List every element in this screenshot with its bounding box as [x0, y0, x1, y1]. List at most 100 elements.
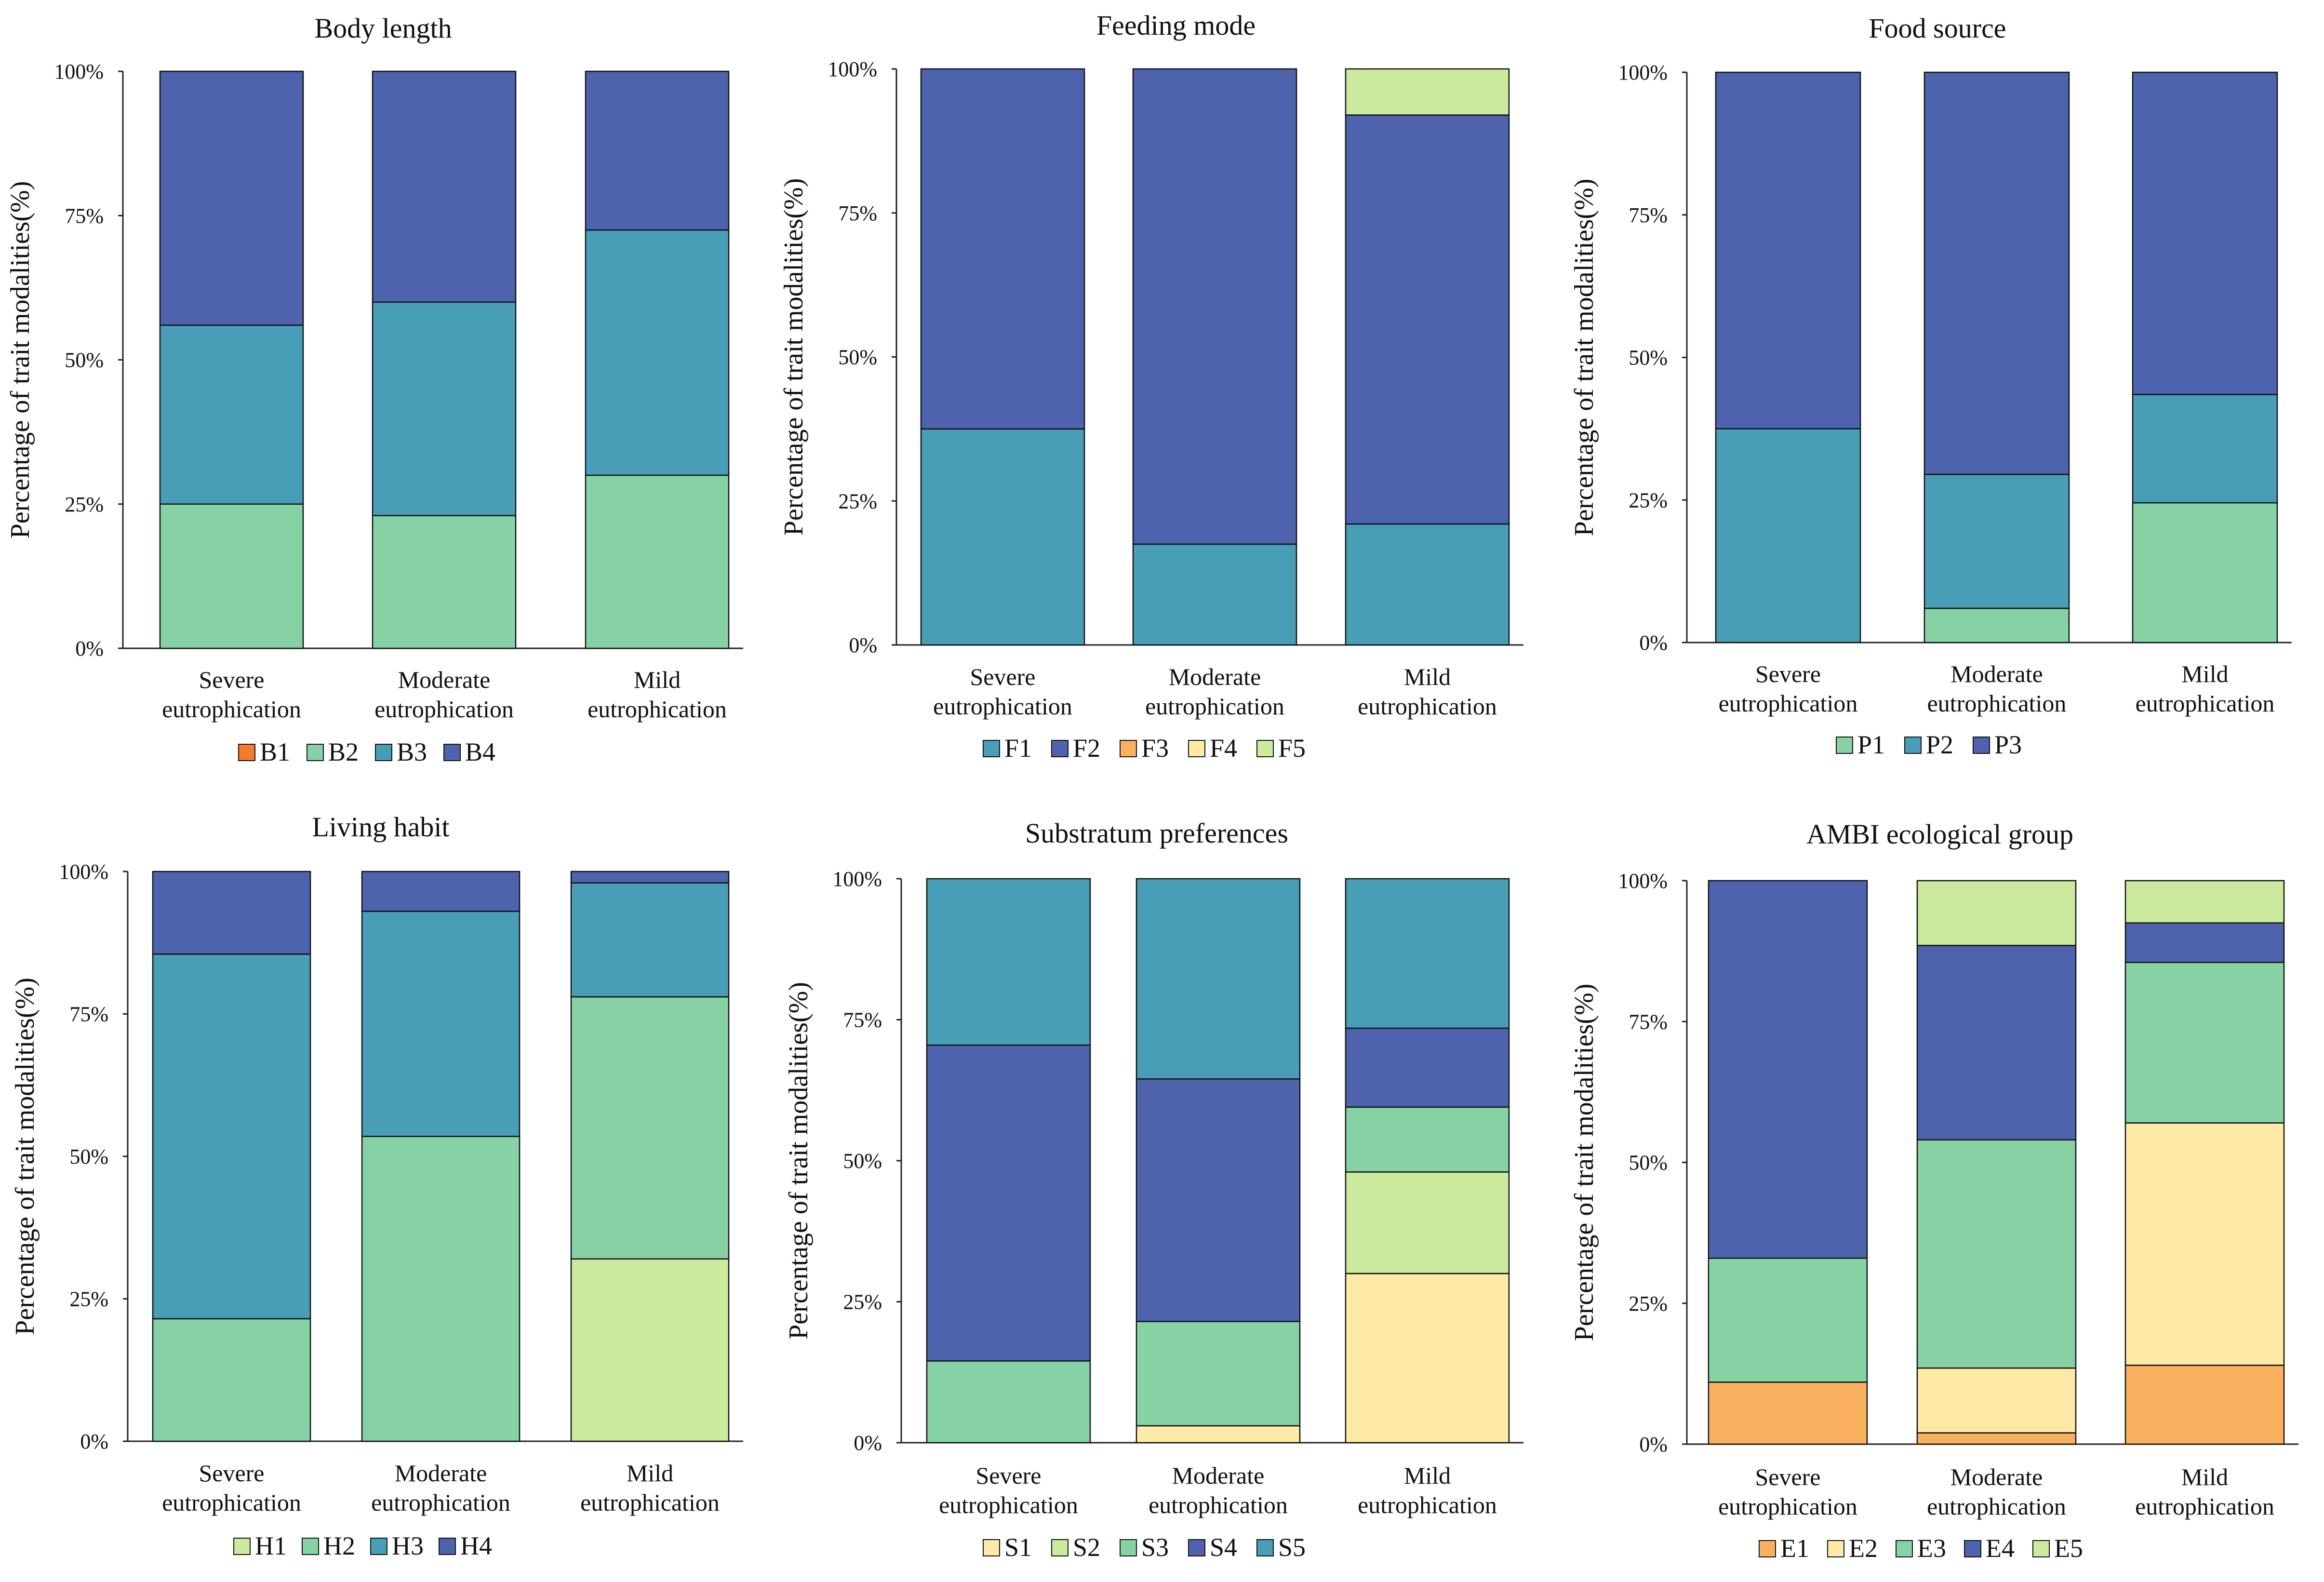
legend-label-b1: B1 — [260, 737, 290, 766]
y-tick-label: 75% — [65, 204, 104, 228]
bar-segment-h1-mild — [570, 1258, 730, 1442]
legend: H1 H2 H3 H4 — [233, 1531, 492, 1560]
bar-segment-e1-mild — [2124, 1365, 2285, 1445]
y-tick-label: 100% — [59, 860, 108, 884]
bar-segment-p2-mild — [2132, 394, 2278, 504]
x-category-label: Moderate — [1950, 660, 2043, 687]
legend-swatch-p2 — [1904, 737, 1922, 754]
bar-segment-p1-moderate — [1923, 607, 2070, 644]
bar-segment-e1-moderate — [1916, 1432, 2077, 1445]
bar-segment-h4-severe — [152, 871, 311, 955]
y-tick-label: 50% — [1629, 346, 1668, 370]
y-axis-label: Percentage of trait modalities(%) — [779, 178, 809, 536]
bar-segment-p3-moderate — [1923, 71, 2070, 475]
bar-segment-b3-moderate — [372, 301, 517, 516]
y-tick-label: 50% — [838, 346, 877, 369]
x-category-label: Severe — [199, 1460, 264, 1487]
y-tick-label: 100% — [54, 60, 104, 83]
y-axis-label: Percentage of trait modalities(%) — [1569, 984, 1599, 1341]
legend-swatch-e1 — [1759, 1540, 1776, 1557]
x-category-label: eutrophication — [933, 693, 1072, 720]
y-tick-label: 50% — [1629, 1151, 1668, 1175]
chart-title: Feeding mode — [1096, 10, 1255, 41]
x-category-label: eutrophication — [1358, 693, 1497, 720]
bar-segment-p2-moderate — [1923, 473, 2070, 609]
bar-segment-e3-mild — [2124, 962, 2285, 1124]
x-category-label: eutrophication — [2136, 690, 2275, 717]
legend-label-s5: S5 — [1278, 1533, 1306, 1562]
y-tick-label: 100% — [1618, 61, 1668, 84]
legend-label-f2: F2 — [1073, 734, 1100, 763]
legend-swatch-f2 — [1051, 740, 1069, 757]
chart-panel-ambi-ecological-group: AMBI ecological group Percentage of trait… — [1569, 818, 2298, 1563]
x-category-label: eutrophication — [939, 1491, 1078, 1518]
legend-label-p2: P2 — [1926, 730, 1953, 759]
y-tick-label: 100% — [832, 867, 882, 891]
chart-title: Body length — [314, 13, 452, 44]
bar-segment-b4-mild — [585, 70, 730, 231]
y-tick-label: 50% — [69, 1145, 108, 1168]
y-tick-label: 75% — [1629, 203, 1668, 227]
bar-segment-s1-moderate — [1135, 1425, 1301, 1444]
y-tick-label: 25% — [1629, 488, 1668, 512]
x-category-label: Mild — [627, 1460, 673, 1487]
legend-swatch-e5 — [2032, 1540, 2050, 1557]
legend-swatch-h1 — [233, 1538, 251, 1555]
y-tick-label: 100% — [1618, 869, 1668, 893]
x-category-label: Mild — [634, 666, 681, 693]
x-category-label: Severe — [975, 1462, 1041, 1489]
y-tick-label: 100% — [828, 57, 877, 81]
legend: S1 S2 S3 S4 S5 — [983, 1533, 1306, 1562]
y-tick-label: 75% — [1629, 1010, 1668, 1033]
bar-segment-e5-mild — [2124, 880, 2285, 924]
bar-segment-s5-moderate — [1135, 878, 1301, 1080]
legend-swatch-p3 — [1973, 737, 1990, 754]
legend-label-e3: E3 — [1917, 1534, 1946, 1563]
bar-segment-h4-moderate — [361, 871, 521, 912]
x-category-label: Severe — [199, 666, 264, 693]
y-tick-label: 75% — [843, 1008, 882, 1032]
y-tick-label: 0% — [854, 1431, 882, 1455]
legend-swatch-s4 — [1188, 1539, 1205, 1556]
legend-swatch-h2 — [302, 1538, 319, 1555]
legend-label-p1: P1 — [1857, 730, 1885, 759]
x-category-label: eutrophication — [2135, 1493, 2274, 1520]
y-axis-label: Percentage of trait modalities(%) — [5, 181, 35, 539]
legend-label-s2: S2 — [1073, 1533, 1100, 1562]
x-category-label: eutrophication — [374, 696, 514, 723]
x-category-label: Moderate — [395, 1460, 487, 1487]
y-tick-label: 0% — [1639, 1433, 1668, 1456]
y-tick-label: 25% — [65, 493, 104, 516]
bar-segment-f2-severe — [920, 68, 1085, 430]
bar-segment-b4-moderate — [372, 70, 517, 303]
bar-segment-p3-severe — [1715, 71, 1861, 429]
y-tick-label: 0% — [75, 637, 104, 660]
legend: B1 B2 B3 B4 — [238, 737, 495, 766]
y-tick-label: 0% — [80, 1430, 108, 1453]
y-tick-label: 25% — [843, 1290, 882, 1314]
bar-segment-e2-mild — [2124, 1122, 2285, 1366]
chart-panel-body-length: Body length Percentage of trait modalitie… — [5, 13, 743, 766]
legend-label-e5: E5 — [2054, 1534, 2083, 1563]
legend-label-h3: H3 — [392, 1531, 424, 1560]
legend-label-b4: B4 — [465, 737, 495, 766]
x-category-label: eutrophication — [162, 696, 301, 723]
bar-segment-e4-moderate — [1916, 945, 2077, 1140]
bar-segment-b4-severe — [159, 70, 304, 326]
y-tick-label: 25% — [1629, 1292, 1668, 1315]
bar-segment-b2-severe — [159, 503, 304, 649]
bar-segment-s5-severe — [926, 878, 1091, 1046]
legend-label-e4: E4 — [1986, 1534, 2015, 1563]
y-axis-label: Percentage of trait modalities(%) — [1569, 179, 1599, 536]
legend-label-f4: F4 — [1210, 734, 1237, 763]
legend-swatch-e3 — [1896, 1540, 1913, 1557]
x-category-label: eutrophication — [162, 1489, 301, 1516]
bar-segment-b2-moderate — [372, 515, 517, 649]
legend: P1 P2 P3 — [1836, 730, 2022, 759]
bar-segment-s1-mild — [1345, 1273, 1510, 1444]
y-tick-label: 25% — [838, 489, 877, 513]
bar-segment-p3-mild — [2132, 71, 2278, 395]
bar-segment-s4-mild — [1345, 1027, 1510, 1108]
